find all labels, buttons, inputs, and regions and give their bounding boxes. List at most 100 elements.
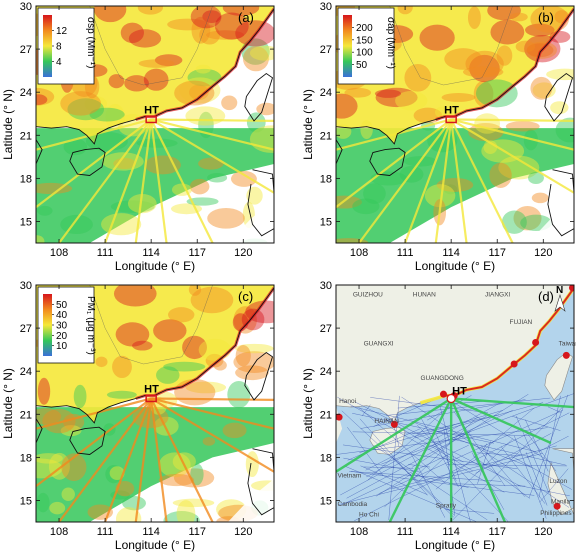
heat-blotch — [61, 487, 75, 502]
heat-blotch — [235, 365, 269, 381]
colorbar-label: σap (Mm⁻¹) — [385, 17, 396, 69]
heat-blotch — [179, 77, 221, 104]
ship-lane — [150, 118, 274, 194]
y-axis-label: Latitude (° N) — [301, 89, 315, 160]
ship-track — [361, 404, 371, 417]
x-tick-label: 111 — [397, 526, 414, 538]
ship-track — [411, 394, 529, 468]
heat-blotch — [505, 121, 540, 132]
x-tick-label: 108 — [350, 247, 368, 259]
place-label: GUANGXI — [364, 340, 394, 347]
heat-blotch — [113, 157, 136, 170]
heat-blotch — [73, 384, 87, 409]
y-tick-label: 30 — [320, 280, 332, 292]
y-tick-label: 30 — [320, 1, 332, 13]
heat-blotch — [158, 473, 195, 487]
luzon-outline — [247, 448, 274, 516]
place-label: Ho Chi — [359, 511, 379, 518]
ht-label: HT — [452, 385, 467, 397]
ht-marker — [145, 394, 157, 403]
ship-track — [384, 416, 478, 508]
ship-lane — [36, 397, 152, 487]
heat-blotch — [206, 30, 245, 40]
colorbar-tick-label: 8 — [56, 42, 62, 53]
ship-lane — [36, 118, 152, 151]
heat-blotch — [172, 452, 196, 471]
x-axis-label: Longitude (° E) — [115, 259, 195, 273]
heat-blotch — [532, 82, 556, 99]
x-tick-label: 120 — [534, 526, 552, 538]
ship-track — [446, 464, 568, 467]
ship-track — [500, 446, 546, 504]
place-label: GUIZHOU — [353, 291, 383, 298]
panel-a: 4 8 12 σsp (Mm⁻¹) HT (a) 15 18 21 24 27 30 108 111 114… — [1, 1, 275, 273]
ship-lane — [450, 119, 468, 243]
x-tick-label: 120 — [234, 247, 252, 259]
heat-blotch — [173, 468, 215, 488]
heat-blotch — [336, 195, 362, 209]
heat-blotch — [137, 6, 164, 15]
ship-track — [475, 433, 552, 474]
place-label: HAINAN — [374, 418, 399, 425]
y-axis-label: Latitude (° N) — [301, 368, 315, 439]
ht-label: HT — [444, 104, 459, 116]
x-tick-label: 114 — [142, 526, 160, 538]
heat-blotch — [490, 19, 525, 45]
panel-tag: (a) — [238, 10, 254, 25]
colorbar-label: PM₁ (μg m⁻³) — [85, 296, 96, 355]
y-tick-label: 27 — [320, 323, 332, 335]
heat-blotch — [36, 94, 48, 105]
heat-blotch — [530, 76, 553, 100]
colorbar-tick-label: 12 — [56, 26, 68, 37]
ship-track — [370, 397, 489, 414]
heat-blotch — [113, 285, 157, 307]
y-tick-label: 15 — [20, 495, 32, 507]
ship-track — [358, 406, 446, 484]
heat-blotch — [468, 122, 504, 142]
heat-blotch — [174, 379, 216, 406]
hainan-outline — [69, 147, 106, 176]
heat-blotch — [63, 138, 88, 156]
port-hotspot — [568, 285, 574, 292]
heat-blotch — [207, 207, 245, 229]
north-label: N — [556, 285, 563, 296]
ship-lane — [104, 398, 153, 522]
heat-blotch — [501, 210, 527, 234]
heat-blotch — [509, 12, 528, 22]
ship-track — [473, 455, 530, 499]
y-tick-label: 21 — [20, 130, 32, 142]
ht-label: HT — [144, 383, 159, 395]
panel-tag: (b) — [538, 10, 554, 25]
panel-frame — [35, 5, 275, 244]
heat-blotch — [37, 205, 53, 216]
heat-blotch — [363, 183, 386, 204]
ship-track — [340, 444, 469, 506]
ship-lane — [36, 118, 152, 208]
ship-track — [418, 457, 445, 482]
heat-blotch — [525, 23, 555, 37]
heat-blotch — [443, 184, 458, 195]
heat-blotch — [138, 59, 175, 68]
ship-track — [343, 457, 421, 473]
heat-blotch — [404, 63, 432, 92]
port-hotspot-line — [445, 287, 574, 397]
y-tick-label: 21 — [20, 409, 32, 421]
heat-blotch — [419, 24, 455, 51]
x-tick-label: 120 — [234, 526, 252, 538]
taiwan-outline — [244, 351, 274, 401]
ship-track — [350, 471, 502, 482]
heat-blotch — [106, 390, 137, 399]
heat-blotch — [397, 6, 413, 15]
ship-track — [414, 402, 544, 439]
x-tick-label: 117 — [188, 526, 206, 538]
panel-frame — [335, 5, 575, 244]
heat-blotch — [174, 80, 215, 106]
ship-track — [388, 395, 400, 520]
y-tick-label: 30 — [20, 1, 32, 13]
ship-track — [401, 396, 570, 508]
port-hotspot — [336, 413, 343, 421]
heat-blotch — [246, 186, 263, 205]
heat-blotch — [42, 408, 76, 434]
heat-blotch — [473, 80, 494, 107]
